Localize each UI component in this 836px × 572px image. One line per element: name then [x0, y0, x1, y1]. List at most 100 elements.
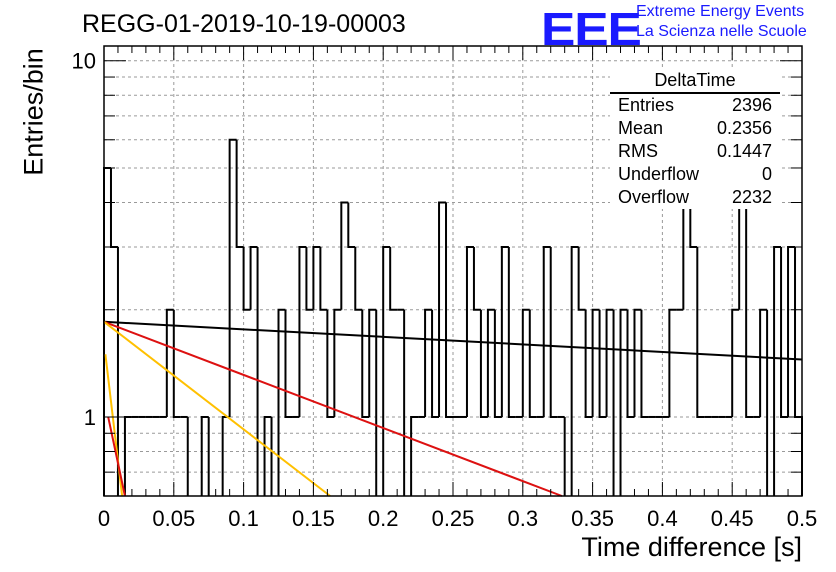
histogram-bin [584, 309, 593, 418]
fit-line [107, 416, 126, 497]
histogram-bin [312, 246, 321, 310]
histogram-bin [619, 308, 628, 496]
histogram-bin [284, 309, 293, 418]
histogram-bin [340, 201, 349, 310]
histogram-bin [479, 309, 488, 418]
stats-label: Mean [618, 118, 664, 138]
histogram-bin [228, 138, 237, 417]
histogram-bin [347, 202, 356, 249]
histogram-bin [605, 308, 614, 417]
logo-caption-line2: La Scienza nelle Scuole [636, 23, 807, 40]
histogram-bin [305, 247, 314, 311]
logo-caption-line1: Extreme Energy Events [636, 3, 805, 20]
fit-lines [103, 320, 803, 497]
y-axis-label: Entries/bin [18, 48, 49, 176]
stats-row-underflow: Underflow 0 [610, 163, 780, 186]
histogram-bin [389, 247, 398, 311]
histogram-bin [172, 309, 181, 418]
histogram-bin [438, 201, 447, 417]
histogram-bin [521, 308, 530, 417]
histogram-bin [668, 308, 677, 417]
histogram-bin [249, 246, 258, 310]
x-tick-label: 0.1 [228, 506, 259, 531]
x-tick-label: 0.45 [711, 506, 754, 531]
histogram-bin [445, 202, 453, 418]
histogram-bin [333, 308, 342, 417]
x-tick-label: 0.35 [571, 506, 614, 531]
fit-line [103, 320, 563, 497]
histogram-bin [577, 247, 586, 311]
histogram-bin [598, 309, 607, 418]
chart-title: REGG-01-2019-10-19-00003 [82, 10, 406, 38]
histogram-bin [277, 308, 286, 496]
histogram-bin [794, 247, 803, 496]
fit-line [103, 321, 331, 497]
stats-value: 0.2356 [716, 118, 772, 138]
histogram-bin [326, 309, 335, 418]
stats-row-entries: Entries 2396 [610, 94, 780, 117]
y-tick-label: 1 [84, 405, 96, 430]
y-tick-label: 10 [72, 49, 96, 74]
histogram-bin [263, 415, 272, 496]
stats-value: 2232 [731, 187, 772, 207]
x-tick-label: 0 [98, 506, 110, 531]
histogram-bin [465, 246, 474, 417]
stats-label: RMS [618, 141, 658, 161]
histogram-bin [361, 309, 370, 418]
histogram-bin [731, 308, 740, 417]
x-tick-label: 0.3 [508, 506, 539, 531]
histogram-bin [591, 308, 600, 417]
x-tick-label: 0.05 [152, 506, 195, 531]
x-tick-labels: 0 0.05 0.1 0.15 0.2 0.25 0.3 0.35 0.4 0.45 0.5 [98, 506, 817, 531]
histogram-bin [410, 415, 419, 496]
x-tick-label: 0.5 [787, 506, 818, 531]
histogram-bin [486, 308, 495, 417]
histogram-bin [528, 309, 537, 418]
histogram-bin [424, 308, 433, 417]
histogram-bin [200, 415, 209, 496]
x-tick-label: 0.2 [368, 506, 399, 531]
histogram-bin [123, 415, 132, 496]
histogram-bin [640, 309, 649, 418]
stats-label: Underflow [618, 164, 700, 184]
histogram-bin [221, 415, 230, 496]
histogram-bin [570, 246, 579, 496]
histogram-bin [745, 202, 754, 418]
stats-row-rms: RMS 0.1447 [610, 140, 780, 163]
histogram-bin [382, 246, 391, 496]
stats-value: 0.1447 [716, 141, 772, 161]
histogram-bin [354, 247, 363, 311]
stats-label: Entries [618, 95, 675, 115]
fit-line [103, 320, 803, 361]
stats-box: DeltaTime Entries 2396 Mean 0.2356 RMS 0.14… [610, 70, 780, 209]
stats-row-mean: Mean 0.2356 [610, 117, 780, 140]
histogram-bin [738, 201, 747, 310]
histogram-bin [682, 201, 691, 310]
histogram-bin [759, 308, 768, 417]
stats-value: 2396 [731, 95, 772, 115]
histogram-bin [626, 309, 635, 418]
y-tick-labels: 1 10 [72, 49, 96, 430]
histogram-bin [696, 247, 705, 418]
histogram-bin [500, 246, 509, 417]
histogram-bin [319, 247, 328, 311]
histogram-bin [507, 247, 516, 418]
x-tick-label: 0.25 [432, 506, 475, 531]
stats-label: Overflow [618, 187, 690, 207]
histogram-bin [542, 246, 551, 417]
x-tick-label: 0.15 [292, 506, 335, 531]
histogram-bin [109, 167, 118, 249]
stats-title: DeltaTime [610, 70, 780, 94]
histogram-bin [103, 166, 111, 496]
x-tick-label: 0.4 [647, 506, 678, 531]
histogram-bin [780, 247, 789, 418]
histogram-bin [493, 309, 502, 418]
histogram-bin [368, 308, 377, 417]
histogram-bin [773, 246, 782, 496]
histogram-bin [549, 247, 558, 418]
histogram-bin [235, 139, 244, 249]
histogram-bin [689, 202, 698, 249]
stats-row-overflow: Overflow 2232 [610, 186, 780, 209]
